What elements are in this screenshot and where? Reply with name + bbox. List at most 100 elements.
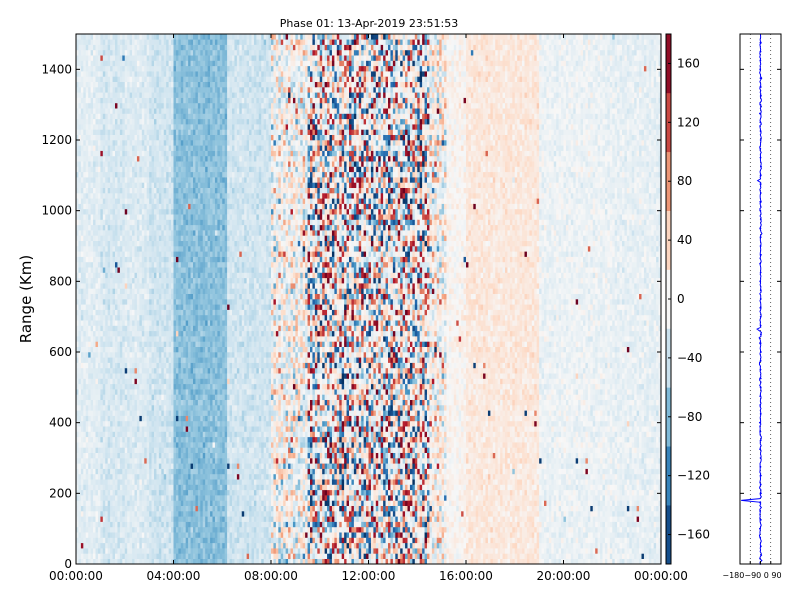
heatmap-cell xyxy=(130,469,133,475)
heatmap-cell xyxy=(169,469,172,475)
heatmap-cell xyxy=(186,506,189,512)
heatmap-cell xyxy=(156,135,159,141)
heatmap-cell xyxy=(154,140,157,146)
heatmap-cell xyxy=(96,145,99,151)
heatmap-cell xyxy=(86,66,89,72)
heatmap-cell xyxy=(113,437,116,443)
heatmap-cell xyxy=(103,384,106,390)
heatmap-cell xyxy=(93,527,96,533)
heatmap-cell xyxy=(125,331,128,337)
heatmap-cell xyxy=(183,421,186,427)
heatmap-cell xyxy=(127,193,130,199)
heatmap-cell xyxy=(164,426,167,432)
heatmap-cell xyxy=(81,241,84,247)
heatmap-cell xyxy=(93,98,96,104)
heatmap-cell xyxy=(144,220,147,226)
heatmap-cell xyxy=(125,193,128,199)
heatmap-cell xyxy=(176,39,179,45)
heatmap-cell xyxy=(154,538,157,544)
heatmap-cell xyxy=(174,516,177,522)
heatmap-cell xyxy=(188,257,191,263)
heatmap-cell xyxy=(161,214,164,220)
heatmap-cell xyxy=(139,426,142,432)
heatmap-cell xyxy=(105,45,108,51)
heatmap-cell xyxy=(193,474,196,480)
heatmap-cell xyxy=(103,45,106,51)
heatmap-cell xyxy=(110,357,113,363)
heatmap-cell xyxy=(149,485,152,491)
heatmap-cell xyxy=(191,421,194,427)
heatmap-cell xyxy=(174,400,177,406)
heatmap-cell xyxy=(176,538,179,544)
heatmap-cell xyxy=(193,257,196,263)
heatmap-cell xyxy=(83,331,86,337)
heatmap-cell xyxy=(139,151,142,157)
heatmap-cell xyxy=(96,188,99,194)
heatmap-cell xyxy=(110,500,113,506)
heatmap-cell xyxy=(181,336,184,342)
heatmap-cell xyxy=(78,114,81,120)
heatmap-cell xyxy=(93,92,96,98)
heatmap-cell xyxy=(122,204,125,210)
heatmap-cell xyxy=(135,50,138,56)
heatmap-cell xyxy=(96,373,99,379)
heatmap-cell xyxy=(181,257,184,263)
heatmap-cell xyxy=(78,209,81,215)
heatmap-cell xyxy=(169,198,172,204)
heatmap-cell xyxy=(105,506,108,512)
heatmap-cell xyxy=(108,267,111,273)
heatmap-cell xyxy=(108,527,111,533)
heatmap-cell xyxy=(127,108,130,114)
heatmap-cell xyxy=(117,225,120,231)
heatmap-cell xyxy=(166,82,169,88)
heatmap-cell xyxy=(93,341,96,347)
heatmap-cell xyxy=(137,156,140,162)
heatmap-cell xyxy=(178,262,181,268)
heatmap-cell xyxy=(113,485,116,491)
heatmap-cell xyxy=(159,405,162,411)
heatmap-cell xyxy=(103,129,106,135)
heatmap-cell xyxy=(195,108,198,114)
heatmap-cell xyxy=(181,463,184,469)
heatmap-cell xyxy=(115,416,118,422)
heatmap-cell xyxy=(152,511,155,517)
heatmap-cell xyxy=(78,204,81,210)
heatmap-cell xyxy=(135,246,138,252)
heatmap-cell xyxy=(117,82,120,88)
heatmap-cell xyxy=(96,336,99,342)
heatmap-cell xyxy=(100,421,103,427)
heatmap-cell xyxy=(137,246,140,252)
heatmap-cell xyxy=(110,230,113,236)
heatmap-cell xyxy=(122,320,125,326)
heatmap-cell xyxy=(178,283,181,289)
heatmap-cell xyxy=(108,114,111,120)
heatmap-cell xyxy=(137,426,140,432)
heatmap-cell xyxy=(154,294,157,300)
heatmap-cell xyxy=(83,516,86,522)
heatmap-cell xyxy=(169,177,172,183)
heatmap-cell xyxy=(137,108,140,114)
heatmap-cell xyxy=(100,92,103,98)
heatmap-cell xyxy=(191,506,194,512)
heatmap-cell xyxy=(135,76,138,82)
heatmap-cell xyxy=(191,124,194,130)
heatmap-cell xyxy=(176,267,179,273)
heatmap-cell xyxy=(188,151,191,157)
heatmap-cell xyxy=(93,288,96,294)
heatmap-cell xyxy=(137,151,140,157)
heatmap-cell xyxy=(156,384,159,390)
heatmap-cell xyxy=(122,453,125,459)
heatmap-cell xyxy=(120,246,123,252)
heatmap-cell xyxy=(135,188,138,194)
heatmap-cell xyxy=(152,500,155,506)
heatmap-cell xyxy=(156,341,159,347)
heatmap-cell xyxy=(191,326,194,332)
heatmap-cell xyxy=(164,458,167,464)
heatmap-cell xyxy=(96,151,99,157)
heatmap-cell xyxy=(169,273,172,279)
heatmap-cell xyxy=(78,34,81,40)
heatmap-cell xyxy=(120,315,123,321)
heatmap-cell xyxy=(103,304,106,310)
heatmap-cell xyxy=(171,336,174,342)
heatmap-cell xyxy=(152,405,155,411)
